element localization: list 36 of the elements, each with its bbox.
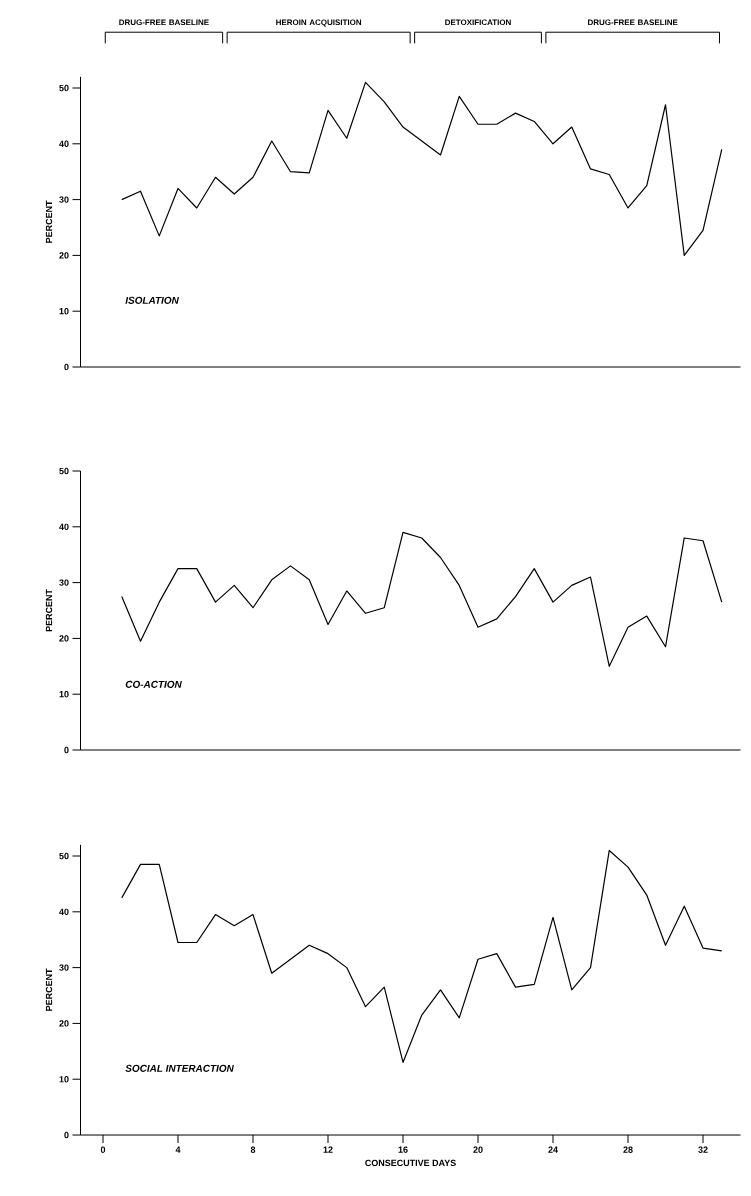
x-tick-label: 12 xyxy=(323,1146,333,1153)
y-tick-label: 30 xyxy=(59,579,69,586)
x-tick-label: 24 xyxy=(548,1146,558,1153)
x-tick-label: 0 xyxy=(100,1146,106,1153)
y-axis-title: PERCENT xyxy=(45,200,53,243)
y-tick-label: 0 xyxy=(64,363,69,371)
y-tick-label: 0 xyxy=(64,746,69,754)
x-tick-label: 20 xyxy=(473,1146,483,1153)
y-tick-label: 10 xyxy=(59,691,69,698)
text: SOCIAL INTERACTION xyxy=(125,1064,234,1072)
line-series xyxy=(121,849,723,1064)
text: ISOLATION xyxy=(125,296,179,304)
y-tick-label: 20 xyxy=(59,1020,69,1027)
y-tick-label: 30 xyxy=(59,196,69,203)
y-tick-label: 50 xyxy=(59,852,69,860)
y-tick-label: 20 xyxy=(59,635,69,642)
y-tick-label: 0 xyxy=(64,1131,69,1139)
y-axis-title: PERCENT xyxy=(45,968,53,1011)
x-axis-title: CONSECUTIVE DAYS xyxy=(365,1159,456,1167)
y-axis-title: PERCENT xyxy=(45,589,53,632)
y-tick-label: 40 xyxy=(59,523,69,530)
y-tick-label: 40 xyxy=(59,908,69,915)
x-tick-label: 28 xyxy=(623,1146,633,1153)
y-tick-label: 10 xyxy=(59,308,69,315)
x-tick-label: 8 xyxy=(250,1146,256,1153)
y-tick-label: 50 xyxy=(59,467,69,475)
y-tick-label: 10 xyxy=(59,1076,69,1083)
y-tick-label: 20 xyxy=(59,252,69,259)
line-series xyxy=(121,531,723,667)
y-tick-label: 30 xyxy=(59,964,69,971)
y-tick-label: 40 xyxy=(59,140,69,147)
y-tick-label: 50 xyxy=(59,84,69,92)
x-tick-label: 32 xyxy=(698,1146,708,1153)
x-tick-label: 16 xyxy=(398,1146,408,1153)
text: CO-ACTION xyxy=(125,680,182,688)
x-tick-label: 4 xyxy=(175,1146,181,1153)
